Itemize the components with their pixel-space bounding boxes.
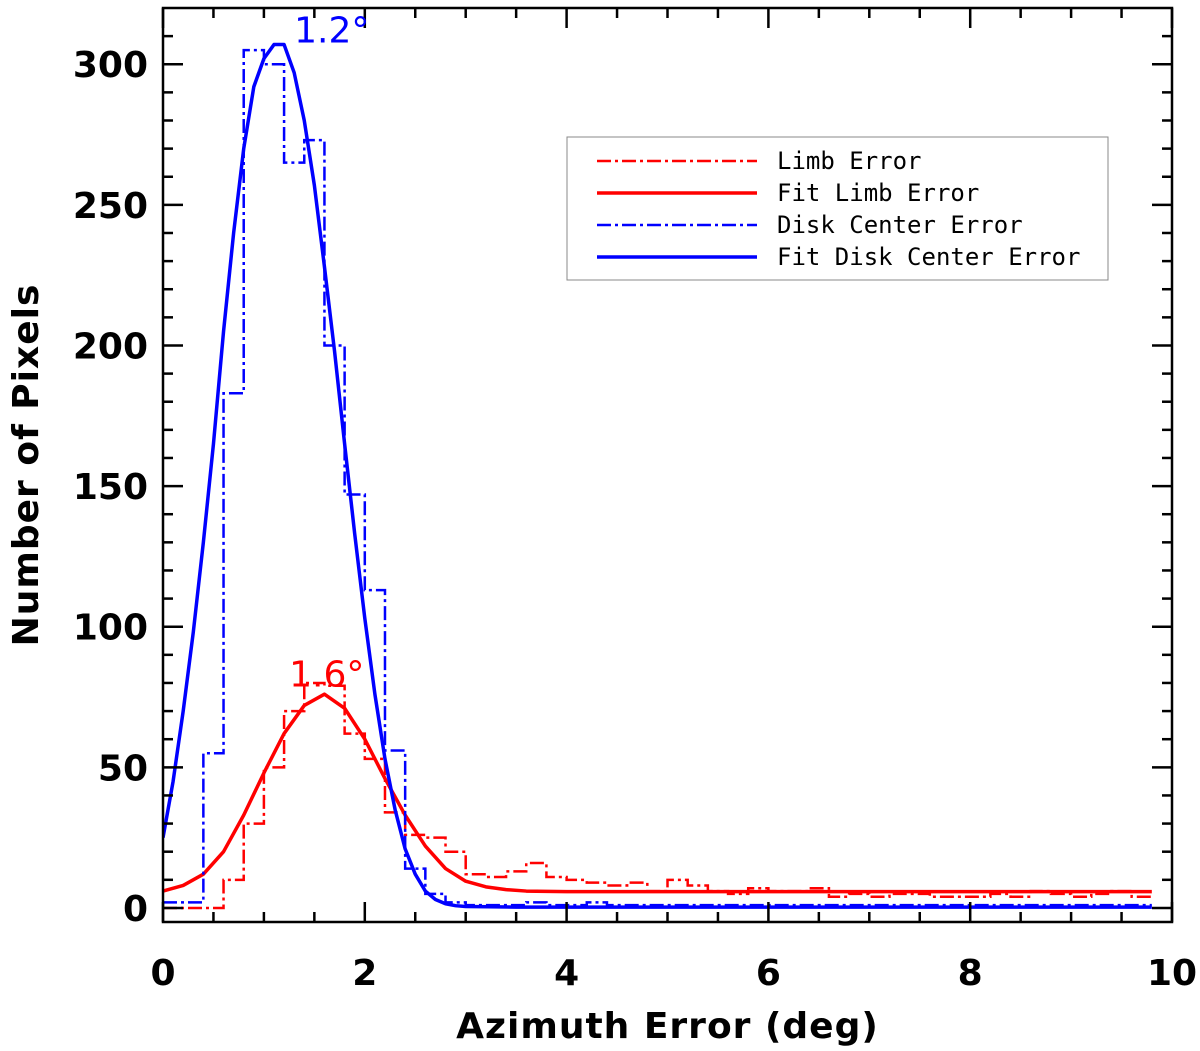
legend-label: Fit Disk Center Error <box>777 243 1080 271</box>
series-0-histogram <box>163 681 1152 910</box>
x-tick-label: 10 <box>1147 953 1197 994</box>
legend-label: Limb Error <box>777 147 922 175</box>
peak-annotation: 1.6° <box>289 655 364 696</box>
annotations-layer: 1.2° 1.6° <box>289 10 369 695</box>
y-tick-label: 150 <box>73 467 148 508</box>
legend-label: Fit Limb Error <box>777 179 979 207</box>
y-tick-label: 300 <box>73 45 148 86</box>
series-3-fit-line <box>163 42 1152 909</box>
y-tick-label: 200 <box>73 326 148 367</box>
x-tick-label: 6 <box>756 953 781 994</box>
legend: Limb Error Fit Limb Error Disk Center Erro… <box>566 136 1109 281</box>
x-tick-label: 8 <box>958 953 983 994</box>
ticks-layer <box>161 8 1174 922</box>
y-axis-title: Number of Pixels <box>6 284 47 647</box>
y-tick-label: 250 <box>73 186 148 227</box>
x-tick-label: 0 <box>150 953 175 994</box>
x-tick-label: 2 <box>352 953 377 994</box>
x-tick-label: 4 <box>554 953 579 994</box>
y-tick-label: 100 <box>73 608 148 649</box>
x-axis-title: Azimuth Error (deg) <box>456 1006 879 1047</box>
legend-label: Disk Center Error <box>777 211 1023 239</box>
y-tick-label: 0 <box>123 889 148 930</box>
series-1-fit-line <box>163 692 1152 894</box>
y-tick-label: 50 <box>98 748 148 789</box>
peak-annotation: 1.2° <box>294 10 369 51</box>
series-2-histogram <box>163 48 1152 907</box>
series-layer <box>163 42 1152 910</box>
